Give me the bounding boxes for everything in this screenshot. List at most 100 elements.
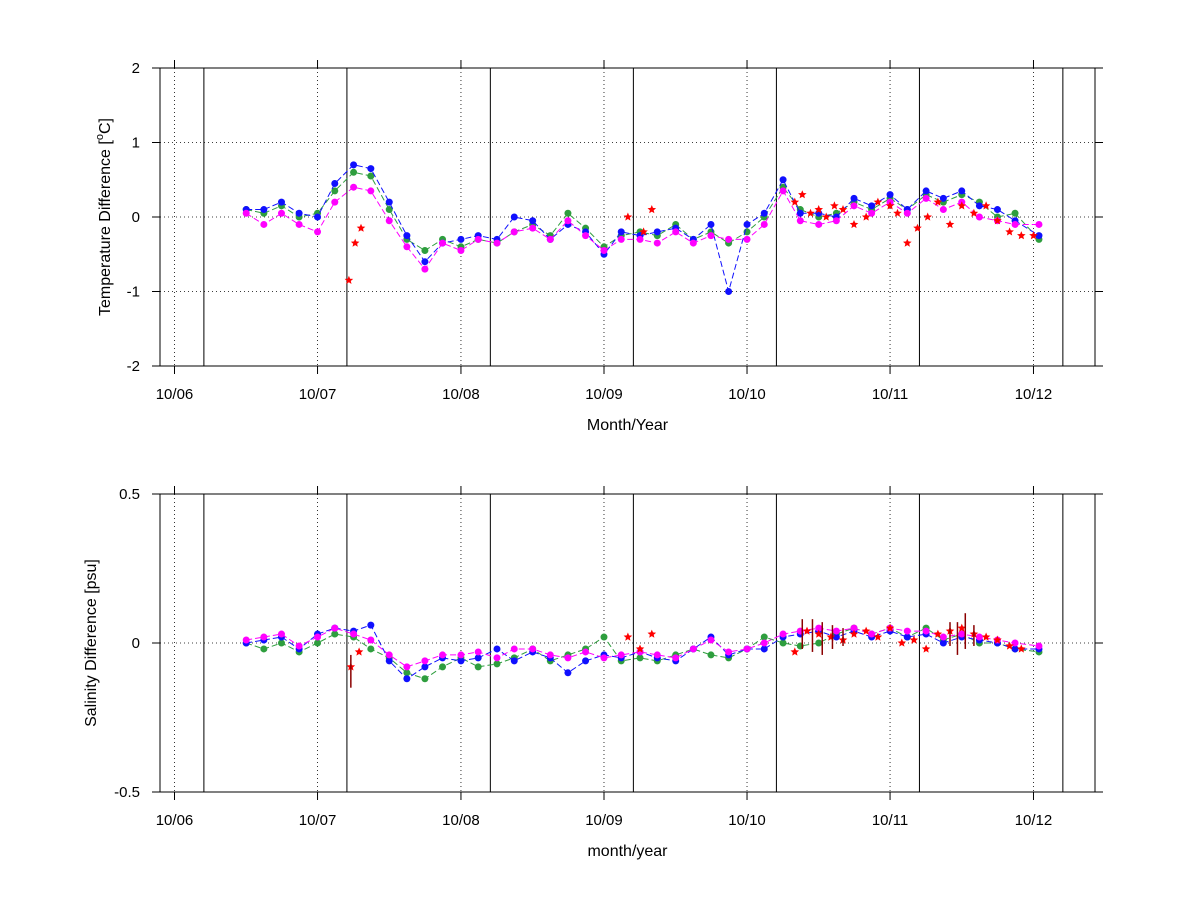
data-point — [707, 232, 715, 240]
x-tick-label: 10/08 — [442, 386, 480, 403]
data-point — [474, 663, 482, 671]
data-point — [510, 228, 518, 236]
x-tick-label: 10/09 — [585, 812, 623, 829]
data-point-star — [913, 223, 922, 232]
data-point — [582, 648, 590, 656]
data-point — [421, 675, 429, 683]
data-point — [779, 630, 787, 638]
data-point-star — [806, 208, 815, 217]
data-point — [367, 187, 375, 195]
salinity-series — [242, 613, 1043, 688]
data-point — [725, 648, 733, 656]
data-point — [385, 198, 393, 206]
x-tick-label: 10/08 — [442, 812, 480, 829]
data-point-star — [356, 223, 366, 232]
salinity-x-axis-label: month/year — [587, 843, 668, 860]
data-point — [260, 220, 268, 228]
data-point — [617, 235, 625, 243]
data-point — [868, 209, 876, 217]
data-point-star — [981, 632, 991, 641]
data-point — [403, 232, 411, 240]
salinity-y-axis-label: Salinity Difference [psu] — [83, 559, 100, 727]
data-point — [474, 648, 482, 656]
data-point-star — [821, 212, 831, 221]
data-point — [493, 239, 501, 247]
data-point-star — [933, 197, 943, 206]
data-point — [600, 633, 608, 641]
data-point — [689, 645, 697, 653]
data-point — [939, 194, 947, 202]
data-point-star — [873, 632, 883, 641]
data-point — [350, 161, 358, 169]
data-point-star — [861, 626, 871, 635]
temperature-series — [242, 161, 1043, 295]
data-point — [832, 633, 840, 641]
data-point-star — [826, 632, 836, 641]
data-point-star — [945, 220, 955, 229]
data-point — [277, 209, 285, 217]
data-point — [1011, 209, 1019, 217]
data-point — [582, 232, 590, 240]
data-point-star — [981, 201, 991, 210]
data-point — [743, 645, 751, 653]
data-point — [617, 651, 625, 659]
data-point — [277, 639, 285, 647]
data-point — [600, 247, 608, 255]
data-point-star — [838, 205, 848, 214]
salinity-panel: -0.5 0 0.5 10/06 10/07 10/08 10/09 10/10 10/11 10… — [83, 486, 1103, 860]
data-point-star — [635, 644, 645, 653]
data-point — [958, 187, 966, 195]
data-point-star — [354, 647, 364, 656]
data-point — [457, 651, 465, 659]
data-point — [331, 198, 339, 206]
data-point — [672, 228, 680, 236]
data-point-star — [849, 220, 859, 229]
data-point — [439, 651, 447, 659]
data-point-star — [647, 205, 657, 214]
data-point — [421, 663, 429, 671]
data-point — [314, 228, 322, 236]
data-point — [939, 206, 947, 214]
salinity-vertical-lines — [203, 494, 1064, 792]
data-point — [796, 209, 804, 217]
x-tick-label: 10/07 — [299, 386, 337, 403]
data-point — [903, 209, 911, 217]
data-point — [707, 636, 715, 644]
data-point — [850, 194, 858, 202]
data-point — [922, 187, 930, 195]
data-point — [439, 239, 447, 247]
data-point-star — [344, 275, 354, 284]
data-point-star — [1017, 644, 1026, 653]
data-point — [421, 265, 429, 273]
data-point — [779, 187, 787, 195]
data-point — [815, 220, 823, 228]
data-point — [1035, 220, 1043, 228]
data-point-star — [790, 197, 800, 206]
series-2 — [242, 624, 1043, 671]
series-line — [246, 627, 1040, 668]
data-point-star — [957, 201, 966, 210]
x-tick-label: 10/11 — [872, 812, 908, 829]
data-point — [331, 187, 339, 195]
data-point-star — [647, 629, 657, 638]
y-tick-label: 0 — [132, 209, 140, 226]
data-point-star — [790, 647, 800, 656]
data-point — [636, 654, 644, 662]
data-point — [760, 645, 768, 653]
data-point — [277, 630, 285, 638]
data-point — [815, 624, 823, 632]
data-point — [295, 642, 303, 650]
data-point — [1035, 642, 1043, 650]
data-point — [367, 621, 375, 629]
x-tick-label: 10/10 — [728, 386, 766, 403]
data-point — [385, 651, 393, 659]
data-point — [546, 235, 554, 243]
y-tick-label: -1 — [127, 284, 140, 301]
data-point — [600, 654, 608, 662]
data-point-star — [1029, 231, 1038, 240]
data-point — [493, 654, 501, 662]
data-point — [331, 624, 339, 632]
data-point-star — [814, 205, 823, 214]
